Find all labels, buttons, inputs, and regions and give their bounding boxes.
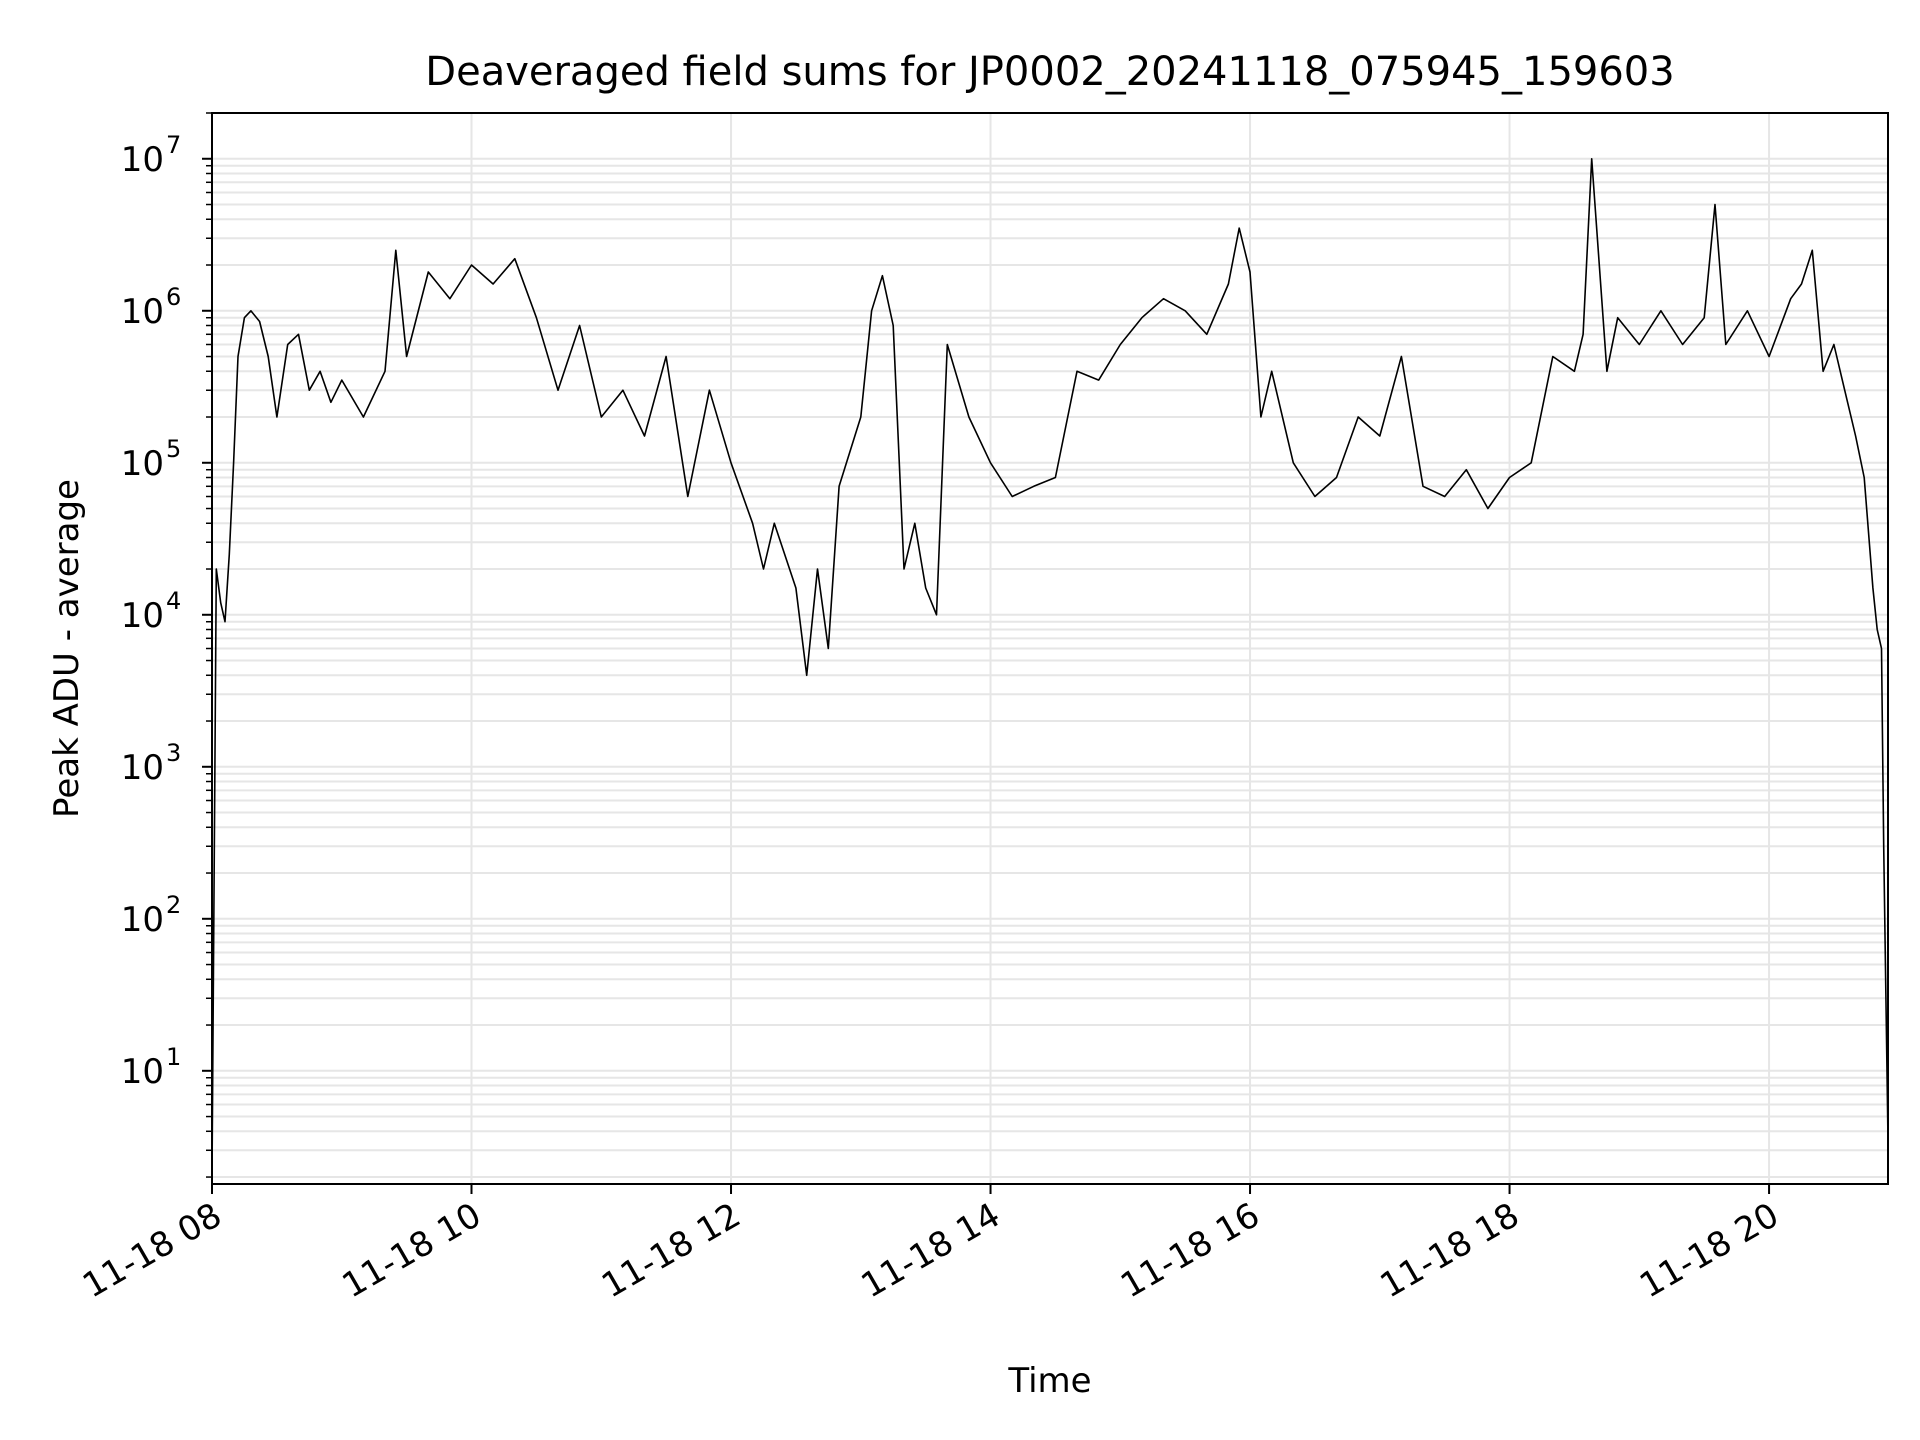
y-axis-label: Peak ADU - average: [47, 479, 87, 818]
y-tick-exponent: 7: [166, 131, 181, 159]
y-tick-label: 10: [121, 140, 164, 180]
y-tick-exponent: 2: [166, 891, 181, 919]
y-tick-label: 10: [121, 1052, 164, 1092]
grid: [211, 112, 1888, 1184]
x-axis-label: Time: [1007, 1361, 1091, 1401]
y-tick-exponent: 4: [166, 587, 181, 615]
y-tick-label: 10: [121, 900, 164, 940]
chart-title: Deaveraged field sums for JP0002_2024111…: [425, 49, 1674, 95]
y-tick-exponent: 1: [166, 1043, 181, 1071]
y-tick-label: 10: [121, 292, 164, 332]
y-tick-label: 10: [121, 444, 164, 484]
y-tick-label: 10: [121, 748, 164, 788]
y-tick-exponent: 6: [166, 283, 181, 311]
y-tick-exponent: 3: [166, 739, 181, 767]
y-tick-exponent: 5: [166, 435, 181, 463]
y-tick-label: 10: [121, 596, 164, 636]
series-line: [211, 158, 1889, 1178]
series-layer: [211, 158, 1889, 1178]
